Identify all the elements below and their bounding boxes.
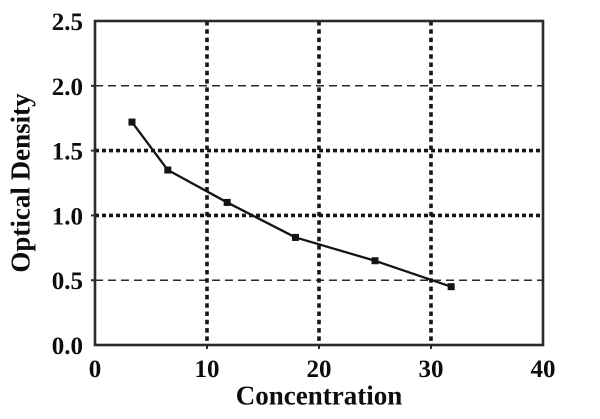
y-tick-label: 2.0	[52, 74, 83, 101]
data-point-marker	[371, 257, 379, 265]
data-point-marker	[447, 283, 455, 291]
y-axis-title: Optical Density	[5, 93, 36, 273]
data-point-marker	[223, 198, 231, 206]
data-point-marker	[128, 118, 136, 126]
data-point-marker	[164, 166, 172, 174]
x-tick-label: 10	[195, 356, 220, 383]
x-tick-label: 30	[419, 356, 444, 383]
x-tick-label: 20	[307, 356, 332, 383]
y-tick-label: 1.5	[52, 139, 83, 166]
y-tick-label: 2.5	[52, 9, 83, 36]
y-tick-label: 0.5	[52, 268, 83, 295]
y-tick-label: 0.0	[52, 333, 83, 360]
x-tick-label: 0	[89, 356, 102, 383]
data-point-marker	[291, 233, 299, 241]
x-axis-title: Concentration	[235, 380, 403, 411]
data-line	[131, 121, 452, 288]
x-tick-label: 40	[531, 356, 556, 383]
y-tick-label: 1.0	[52, 203, 83, 230]
plot-frame	[93, 19, 545, 347]
